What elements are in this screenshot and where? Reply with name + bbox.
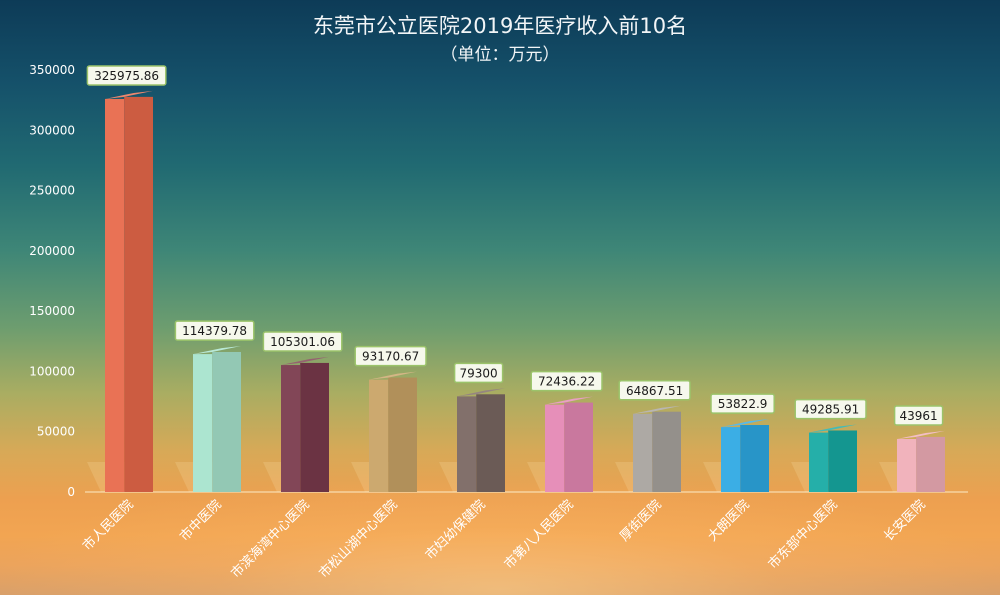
x-tick-label: 市第八人民医院 [501,497,577,573]
bar-side [564,402,593,492]
bar-front [897,438,917,492]
bar-front [633,413,653,492]
x-tick-label: 市松山湖中心医院 [316,497,401,582]
data-label-box [893,405,944,426]
bar-top [457,388,505,397]
bar-top [809,424,857,433]
bar-side [916,436,945,492]
data-label-box [618,380,691,401]
y-tick-label: 150000 [29,304,75,318]
data-label-box [354,345,427,367]
chart-subtitle: （单位：万元） [440,45,560,65]
bar-top [897,430,945,439]
data-label: 43961 [900,409,938,423]
chart-title: 东莞市公立医院2019年医疗收入前10名 [312,14,688,38]
x-tick-label: 市中医院 [177,497,225,545]
x-tick-label: 市妇幼保健院 [422,497,488,563]
bar-top [545,396,593,405]
y-tick-label: 300000 [29,123,75,137]
background-glow [0,480,1000,595]
bar-front [369,379,389,492]
bar-side [652,411,681,492]
data-label: 79300 [460,366,498,380]
bar-front [809,432,829,492]
x-tick-label: 长安医院 [881,497,928,544]
data-label: 53822.9 [718,397,768,411]
data-label-box [453,362,504,384]
bar-side [212,351,241,492]
data-label: 93170.67 [362,350,419,364]
data-label-box [86,65,167,86]
x-tick-label: 市滨海湾中心医院 [228,497,313,582]
bar-front [721,427,741,492]
y-tick-label: 100000 [29,364,75,378]
bar-front [545,404,565,492]
bar-front [281,365,301,492]
bar-side [828,430,857,492]
bar-top [721,419,769,428]
y-tick-label: 200000 [29,244,75,258]
bar-side [388,377,417,492]
x-tick-label: 厚街医院 [617,497,664,544]
bar-top [633,405,681,414]
y-tick-label: 350000 [29,63,75,77]
bar-side [476,394,505,492]
data-label-box [174,320,255,341]
data-label-box [710,393,775,414]
bar-top [281,356,329,366]
bar-side [300,362,329,492]
bar-top [369,371,417,380]
x-tick-label: 市东部中心医院 [765,497,841,573]
data-label: 114379.78 [182,324,247,338]
y-tick-label: 250000 [29,184,75,198]
data-label: 64867.51 [626,384,683,398]
y-tick-label: 0 [67,485,75,499]
bar-front [457,396,477,492]
data-label: 72436.22 [538,375,595,389]
data-label-box [794,398,867,420]
data-label-box [262,331,343,352]
bar-top [193,345,241,355]
x-tick-label: 大朗医院 [705,497,752,544]
bar-side [740,425,769,492]
data-label: 49285.91 [802,403,859,417]
bar-side [124,96,153,493]
bar-front [105,98,125,492]
y-tick-label: 50000 [37,425,75,439]
data-label: 325975.86 [94,69,159,83]
bar-front [193,354,213,492]
data-label: 105301.06 [270,335,335,349]
data-label-box [530,370,603,392]
x-tick-label: 市人民医院 [79,497,136,554]
bar-top [105,90,153,99]
